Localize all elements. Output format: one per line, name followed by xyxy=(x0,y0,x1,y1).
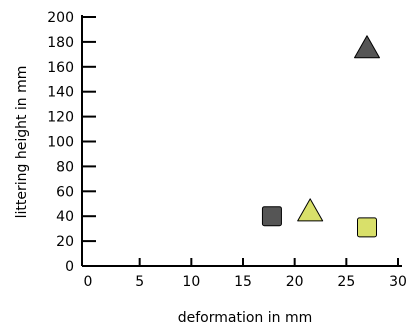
data-point-square xyxy=(357,217,377,238)
x-tick-label: 5 xyxy=(135,274,144,290)
y-tick-label: 60 xyxy=(56,184,74,200)
data-point-triangle xyxy=(354,35,380,59)
x-tick-label: 0 xyxy=(84,274,93,290)
x-axis-title: deformation in mm xyxy=(178,310,312,325)
x-tick-label: 15 xyxy=(234,274,252,290)
y-tick-label: 140 xyxy=(47,85,74,101)
y-tick-label: 0 xyxy=(65,259,74,275)
x-tick-label: 25 xyxy=(337,274,355,290)
data-point-triangle xyxy=(297,198,324,222)
y-tick-label: 120 xyxy=(47,110,74,126)
y-tick-label: 20 xyxy=(56,234,74,250)
axes xyxy=(81,15,402,267)
y-ticks: 0 20 40 60 80 100 120 140 160 180 200 xyxy=(47,10,96,275)
y-tick-label: 180 xyxy=(47,35,74,51)
data-points xyxy=(261,35,380,238)
x-tick-label: 10 xyxy=(182,274,200,290)
x-tick-label: 20 xyxy=(286,274,304,290)
y-tick-label: 200 xyxy=(47,10,74,26)
y-tick-label: 100 xyxy=(47,135,74,151)
y-tick-label: 40 xyxy=(56,209,74,225)
y-tick-label: 160 xyxy=(47,60,74,76)
data-point-square xyxy=(261,206,282,227)
y-tick-label: 80 xyxy=(56,159,74,175)
y-axis-title: littering height in mm xyxy=(14,66,30,219)
x-tick-label: 30 xyxy=(389,274,407,290)
x-ticks: 0 5 10 15 20 25 30 xyxy=(84,258,407,290)
